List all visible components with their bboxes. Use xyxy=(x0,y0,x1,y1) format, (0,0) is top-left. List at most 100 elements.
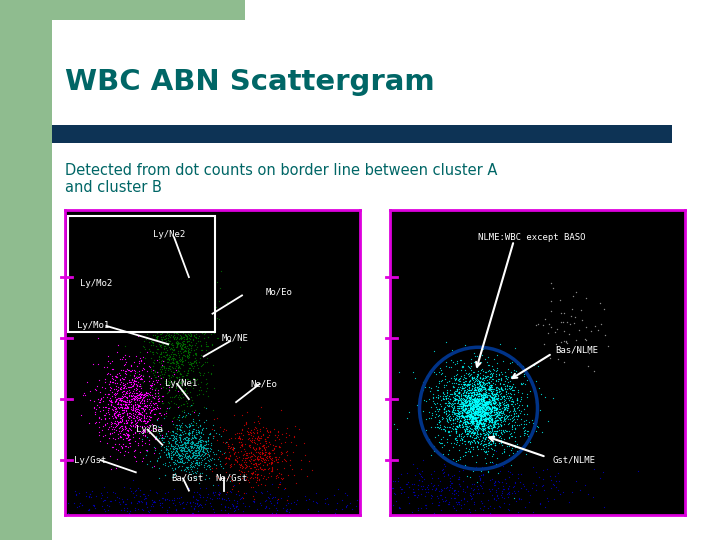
Point xyxy=(175,454,186,463)
Point xyxy=(459,380,470,389)
Point xyxy=(453,397,464,406)
Point xyxy=(479,383,490,392)
Point xyxy=(190,438,202,447)
Point xyxy=(182,452,194,461)
Point xyxy=(104,397,116,406)
Point xyxy=(471,363,482,372)
Point xyxy=(192,507,203,516)
Point xyxy=(190,434,202,442)
Point xyxy=(219,506,230,515)
Point xyxy=(99,482,110,491)
Point xyxy=(164,444,176,453)
Point xyxy=(176,354,187,362)
Point xyxy=(169,464,181,473)
Point xyxy=(474,377,486,386)
Point xyxy=(482,420,494,429)
Point xyxy=(467,397,479,406)
Point xyxy=(464,411,475,420)
Point xyxy=(510,418,521,427)
Point xyxy=(441,415,453,424)
Point xyxy=(249,438,261,447)
Point xyxy=(138,364,149,373)
Point xyxy=(440,496,451,504)
Point xyxy=(172,413,184,421)
Point xyxy=(132,411,143,420)
Point xyxy=(164,434,176,442)
Point xyxy=(460,404,472,413)
Point xyxy=(460,381,472,389)
Point xyxy=(194,296,205,305)
Point xyxy=(132,401,143,410)
Point xyxy=(402,477,413,486)
Point xyxy=(478,379,490,387)
Point xyxy=(137,390,148,399)
Point xyxy=(240,470,251,478)
Point xyxy=(174,341,186,350)
Point xyxy=(506,432,518,441)
Point xyxy=(112,418,124,427)
Point xyxy=(477,406,489,414)
Point xyxy=(489,427,500,436)
Point xyxy=(147,339,158,347)
Point xyxy=(473,394,485,402)
Point xyxy=(204,462,216,470)
Point xyxy=(178,275,189,284)
Point xyxy=(205,370,217,379)
Point xyxy=(477,374,489,383)
Point xyxy=(473,395,485,404)
Point xyxy=(503,384,515,393)
Point xyxy=(183,277,194,286)
Point xyxy=(186,321,198,330)
Point xyxy=(133,406,145,415)
Point xyxy=(153,454,164,462)
Point xyxy=(480,399,491,408)
Point xyxy=(490,389,502,397)
Point xyxy=(230,489,242,498)
Point xyxy=(477,395,489,404)
Point xyxy=(426,479,437,488)
Point xyxy=(124,435,135,443)
Point xyxy=(258,451,269,460)
Point xyxy=(474,378,485,387)
Point xyxy=(110,412,122,421)
Point xyxy=(482,423,493,431)
Point xyxy=(104,428,115,437)
Point xyxy=(137,353,148,361)
Point xyxy=(182,329,194,338)
Point xyxy=(192,495,203,504)
Point xyxy=(451,434,462,443)
Point xyxy=(145,341,157,349)
Point xyxy=(266,464,278,472)
Point xyxy=(119,447,130,455)
Point xyxy=(160,444,171,453)
Point xyxy=(449,389,461,397)
Point xyxy=(566,488,577,496)
Point xyxy=(293,425,305,434)
Point xyxy=(441,407,452,415)
Point xyxy=(135,409,146,417)
Point xyxy=(477,373,489,382)
Point xyxy=(165,344,176,353)
Point xyxy=(173,330,184,339)
Point xyxy=(63,509,74,517)
Point xyxy=(163,382,175,391)
Point xyxy=(194,389,205,398)
Point xyxy=(446,379,457,387)
Point xyxy=(489,392,500,401)
Point xyxy=(446,484,458,492)
Point xyxy=(462,421,473,430)
Point xyxy=(123,397,135,406)
Point xyxy=(453,389,464,397)
Point xyxy=(186,364,198,373)
Point xyxy=(133,402,145,410)
Point xyxy=(167,512,179,521)
Point xyxy=(456,429,468,437)
Point xyxy=(451,456,462,465)
Point xyxy=(184,358,195,367)
Point xyxy=(181,332,192,340)
Point xyxy=(472,408,484,416)
Point xyxy=(442,399,454,407)
Point xyxy=(189,447,200,455)
Point xyxy=(199,416,211,424)
Point xyxy=(467,418,479,427)
